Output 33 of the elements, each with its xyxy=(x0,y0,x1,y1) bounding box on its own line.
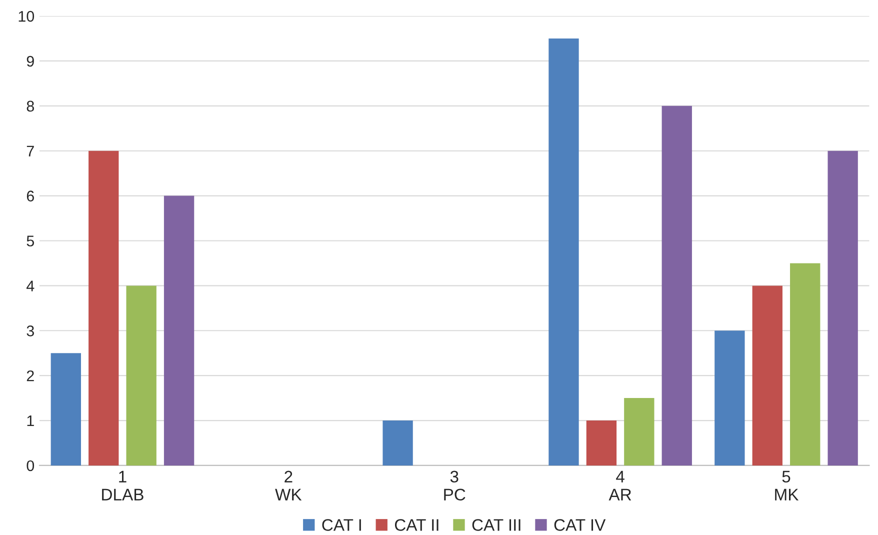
bar xyxy=(88,150,119,466)
bar xyxy=(548,38,579,466)
y-tick-label: 4 xyxy=(26,280,34,292)
bar xyxy=(790,263,820,466)
bar xyxy=(828,150,858,466)
y-tick-label: 5 xyxy=(26,236,34,246)
legend-label: CAT II xyxy=(394,519,438,531)
legend-label: CAT IV xyxy=(554,519,606,531)
y-tick-label: 10 xyxy=(18,10,34,22)
y-tick-label: 3 xyxy=(26,326,34,336)
y-tick-label: 7 xyxy=(26,146,34,156)
y-tick-label: 9 xyxy=(26,56,34,67)
bar xyxy=(714,330,745,466)
y-tick-label: 6 xyxy=(26,190,34,202)
bar xyxy=(662,106,692,466)
y-tick-label: 1 xyxy=(27,416,34,426)
y-tick-label: 0 xyxy=(26,460,34,472)
bar xyxy=(752,286,782,466)
x-tick-label: 4 AR xyxy=(608,470,632,500)
y-tick-label: 8 xyxy=(26,100,34,112)
legend-label: CAT I xyxy=(322,519,361,531)
bar xyxy=(50,353,81,466)
x-tick-label: 2 WK xyxy=(275,470,302,500)
x-tick-label: 3 PC xyxy=(444,470,466,501)
x-tick-label: 5 MK xyxy=(775,470,799,500)
bar xyxy=(126,286,156,466)
x-tick-label: 1 DLAB xyxy=(102,470,144,500)
y-tick-label: 2 xyxy=(26,370,34,382)
legend-label: CAT III xyxy=(472,519,520,531)
bar xyxy=(164,196,194,466)
bar xyxy=(382,420,413,466)
bar xyxy=(586,420,617,466)
bar xyxy=(624,398,654,466)
